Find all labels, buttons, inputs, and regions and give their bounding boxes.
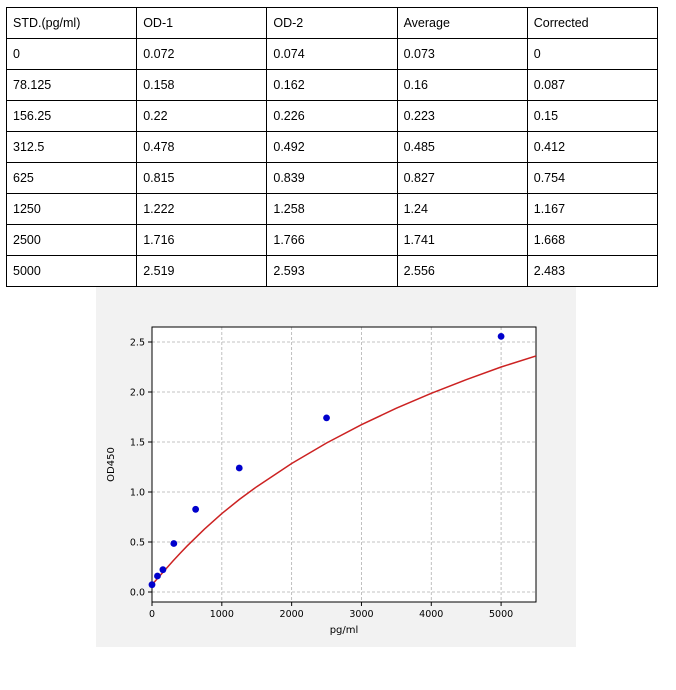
plot-frame [151,326,537,603]
table-cell: 1.741 [396,224,528,256]
table-header-cell: OD-1 [136,7,268,39]
x-axis-label: pg/ml [330,625,359,636]
plot-panel: 0 1000 2000 3000 4000 5000 0.0 0.5 1.0 1.5 2.0 2.5 p… [96,287,576,647]
table-cell: 0.223 [396,100,528,132]
table-header-cell: Corrected [526,7,659,39]
data-point [170,540,178,547]
y-tick-label: 0.0 [130,588,145,599]
y-tick-label: 0.5 [130,538,145,549]
table-row: 156.25 0.22 0.226 0.223 0.15 [5,100,659,132]
table-cell: 625 [5,162,138,194]
standard-curve-chart: 0 1000 2000 3000 4000 5000 0.0 0.5 1.0 1.5 2.0 2.5 p… [106,326,537,636]
table-cell: 0.815 [136,162,268,194]
table-cell: 312.5 [5,131,138,163]
table-cell: 2.519 [136,255,268,287]
table-header-cell: OD-2 [266,7,398,39]
table-cell: 0.839 [266,162,398,194]
table-header-row: STD.(pg/ml) OD-1 OD-2 Average Corrected [5,7,659,39]
data-point [323,414,330,422]
data-point [192,505,200,513]
table-cell: 156.25 [5,100,138,132]
table-row: 5000 2.519 2.593 2.556 2.483 [5,255,659,287]
y-tick-label: 1.5 [130,438,145,449]
table-row: 312.5 0.478 0.492 0.485 0.412 [5,131,659,163]
x-tick-label: 0 [149,609,155,620]
x-tick-label: 2000 [280,609,304,620]
table-cell: 1.668 [526,224,659,256]
table-cell: 0.087 [526,69,659,101]
table-row: 625 0.815 0.839 0.827 0.754 [5,162,659,194]
table-cell: 0.226 [266,100,398,132]
table-cell: 2500 [5,224,138,256]
table-cell: 0.827 [396,162,528,194]
table-cell: 1250 [5,193,138,225]
table-row: 0 0.072 0.074 0.073 0 [5,38,659,70]
data-point [497,333,505,340]
table-cell: 5000 [5,255,138,287]
table-cell: 1.766 [266,224,398,256]
x-tick-label: 4000 [419,609,443,620]
table-row: 1250 1.222 1.258 1.24 1.167 [5,193,659,225]
table-cell: 0.492 [266,131,398,163]
table-cell: 0.158 [136,69,268,101]
table-cell: 0.485 [396,131,528,163]
table-cell: 1.167 [526,193,659,225]
x-tick-label: 1000 [210,609,234,620]
data-point [148,581,156,589]
standard-table: STD.(pg/ml) OD-1 OD-2 Average Corrected 0 0.07… [5,7,659,287]
data-point [235,464,243,472]
table-cell: 2.556 [396,255,528,287]
table-cell: 1.258 [266,193,398,225]
data-point [159,566,167,574]
table-cell: 0.478 [136,131,268,163]
y-tick-label: 1.0 [130,488,145,499]
table-cell: 0.412 [526,131,659,163]
table-cell: 2.593 [266,255,398,287]
table-header-cell: Average [396,7,528,39]
table-cell: 1.716 [136,224,268,256]
x-tick-label: 5000 [489,609,513,620]
table-cell: 0.754 [526,162,659,194]
y-tick-label: 2.0 [130,388,145,399]
table-cell: 0.073 [396,38,528,70]
y-axis-label: OD450 [106,447,117,482]
table-cell: 0.16 [396,69,528,101]
table-cell: 78.125 [5,69,138,101]
plot-area [152,327,536,602]
table-cell: 0.162 [266,69,398,101]
table-cell: 1.222 [136,193,268,225]
table-row: 2500 1.716 1.766 1.741 1.668 [5,224,659,256]
table-cell: 1.24 [396,193,528,225]
table-cell: 0.15 [526,100,659,132]
y-tick-label: 2.5 [130,338,145,349]
data-point [154,572,161,580]
table-header-cell: STD.(pg/ml) [5,7,138,39]
x-tick-label: 3000 [349,609,373,620]
table-cell: 0.074 [266,38,398,70]
table-cell: 2.483 [526,255,659,287]
table-cell: 0.072 [136,38,268,70]
table-cell: 0 [526,38,659,70]
table-row: 78.125 0.158 0.162 0.16 0.087 [5,69,659,101]
table-cell: 0.22 [136,100,268,132]
table-cell: 0 [5,38,138,70]
